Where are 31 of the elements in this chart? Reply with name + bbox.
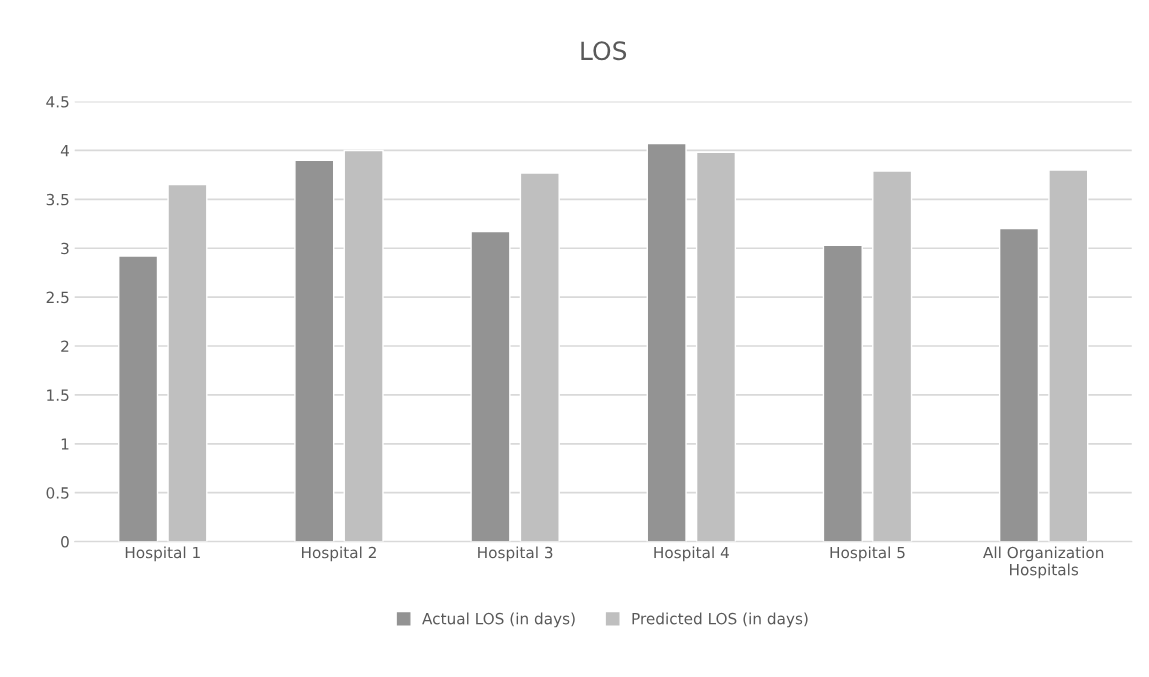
x-tick-label: Hospital 1 — [125, 546, 200, 562]
x-tick-label: Hospital 3 — [478, 546, 553, 562]
bar — [998, 227, 1040, 542]
y-tick-label: 0 — [61, 536, 69, 548]
y-tick-label: 2.5 — [46, 291, 69, 304]
y-tick-label: 3.5 — [46, 193, 69, 206]
y-tick-label: 2 — [61, 340, 69, 352]
bar — [695, 151, 737, 542]
y-tick-label: 0.5 — [46, 487, 69, 499]
bar — [343, 149, 384, 542]
x-tick-label: Hospital 5 — [830, 546, 905, 562]
bar — [294, 159, 335, 542]
bar — [1048, 169, 1089, 542]
legend-label: Actual LOS (in days) — [422, 612, 575, 628]
y-tick-label: 1.5 — [47, 389, 69, 401]
x-tick-label: Hospital 2 — [302, 546, 376, 562]
legend-label: Predicted LOS (in days) — [632, 612, 808, 628]
y-tick-label: 3 — [61, 242, 69, 255]
y-tick-label: 1 — [61, 438, 69, 450]
bar — [167, 183, 208, 542]
bar — [470, 230, 511, 542]
bar — [118, 255, 159, 542]
bar — [646, 142, 687, 542]
x-tick-label: All Organization Hospitals — [983, 546, 1104, 579]
bar — [822, 244, 863, 542]
bar — [519, 172, 560, 542]
y-tick-label: 4 — [60, 145, 69, 157]
y-tick-label: 4.5 — [46, 96, 69, 108]
bar — [872, 170, 913, 542]
chart-title: LOS — [581, 41, 627, 61]
x-tick-label: Hospital 4 — [654, 546, 729, 562]
